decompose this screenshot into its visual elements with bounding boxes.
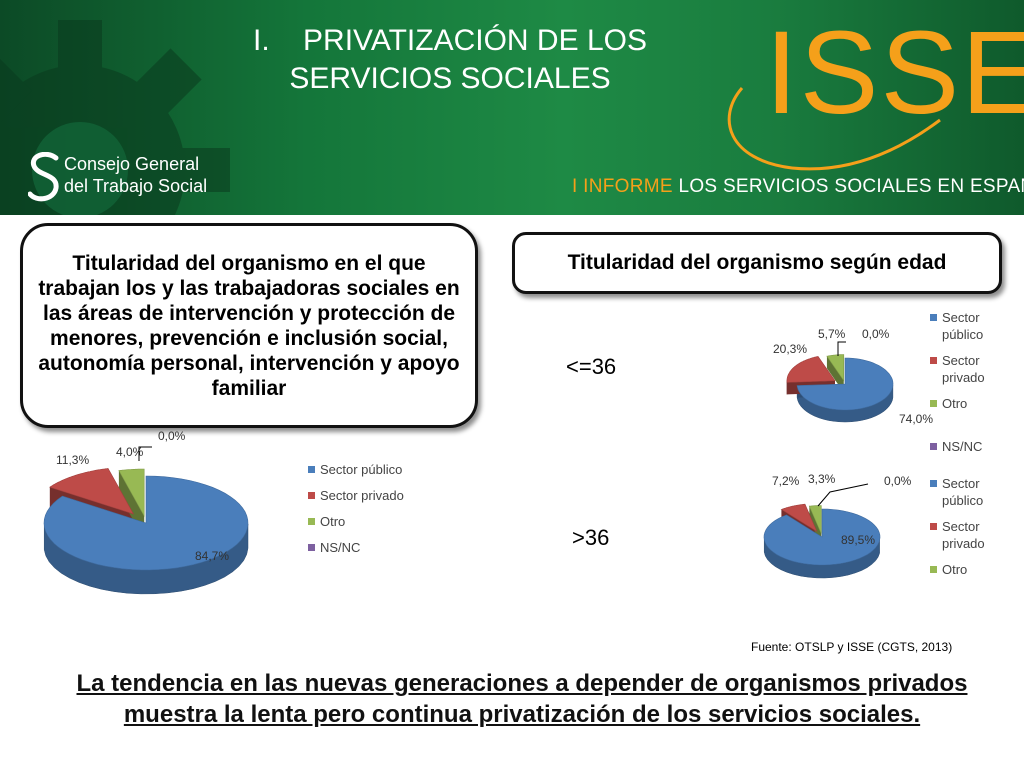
pie-1-leader-line	[138, 446, 152, 461]
legend-label-1: Sector público	[942, 310, 983, 342]
pie-3-data-label-2: 7,2%	[772, 474, 800, 488]
legend-label-3: Otro	[942, 396, 967, 411]
legend-label-1: Sector público	[942, 476, 983, 508]
legend-label-2: Sector privado	[320, 488, 404, 503]
slide-title: I. PRIVATIZACIÓN DE LOS SERVICIOS SOCIAL…	[210, 22, 690, 98]
pie-1-data-label-4: 0,0%	[158, 429, 186, 443]
pie-chart-3: 89,5% 7,2% 3,3% 0,0% Sector público Sector priv…	[763, 472, 985, 579]
cgts-s-icon	[28, 152, 59, 202]
pie-2-slice-3	[826, 354, 845, 382]
pie-3-legend: Sector público Sector privado Otro	[930, 476, 985, 577]
cgts-logo-line-1: Consejo General	[64, 154, 200, 174]
legend-swatch-4	[308, 544, 315, 551]
slide-title-line-2: SERVICIOS SOCIALES	[289, 62, 611, 95]
pie-2-tops	[786, 354, 894, 411]
pie-1-slice-3	[118, 468, 145, 518]
legend-swatch-4	[930, 443, 937, 450]
pie-3-slice-2	[780, 503, 818, 533]
pie-3-leader-line	[817, 483, 869, 507]
pie-2-data-label-1: 74,0%	[899, 412, 933, 426]
legend-label-1: Sector público	[320, 462, 402, 477]
legend-swatch-1	[930, 480, 937, 487]
pie-1-legend: Sector público Sector privado Otro NS/NC	[308, 462, 404, 555]
pie-chart-2: 74,0% 20,3% 5,7% 0,0% Sector público Sector pri…	[773, 310, 985, 454]
cgts-logo-line-2: del Trabajo Social	[64, 176, 208, 196]
isse-logo: ISSE	[765, 7, 1024, 139]
pie-3-slice-3	[808, 505, 822, 534]
pie-2-data-label-3: 5,7%	[818, 327, 846, 341]
pie-2-slice-2	[786, 356, 836, 383]
pie-1-data-label-3: 4,0%	[116, 445, 144, 459]
right-callout-text: Titularidad del organismo según edad	[567, 251, 947, 274]
legend-label-3: Otro	[942, 562, 967, 577]
source-note: Fuente: OTSLP y ISSE (CGTS, 2013)	[751, 640, 953, 654]
legend-swatch-2	[930, 357, 937, 364]
legend-swatch-2	[930, 523, 937, 530]
legend-label-3: Otro	[320, 514, 345, 529]
pie-3-tops	[763, 503, 881, 566]
pie-2-slice-1	[796, 357, 894, 411]
legend-swatch-3	[930, 566, 937, 573]
pie-3-slice-1	[763, 508, 881, 566]
pie-2-data-label-2: 20,3%	[773, 342, 807, 356]
left-callout-text: Titularidad del organismo en el que trab…	[38, 251, 460, 400]
legend-swatch-3	[308, 518, 315, 525]
pie-3-data-label-3: 3,3%	[808, 472, 836, 486]
pie-1-slice-2	[49, 468, 135, 515]
legend-label-4: NS/NC	[320, 540, 360, 555]
legend-label-2: Sector privado	[942, 519, 985, 551]
pie-2-data-label-4: 0,0%	[862, 327, 890, 341]
age-group-young-label: <=36	[566, 354, 617, 379]
left-callout-box: Titularidad del organismo en el que trab…	[20, 223, 478, 428]
pie-2-leader-line	[837, 341, 846, 356]
legend-swatch-1	[308, 466, 315, 473]
legend-swatch-3	[930, 400, 937, 407]
report-title: I INFORME LOS SERVICIOS SOCIALES EN ESPA…	[572, 176, 1024, 198]
pie-3-data-label-1: 89,5%	[841, 533, 875, 547]
legend-swatch-2	[308, 492, 315, 499]
isse-swoosh-icon	[727, 87, 941, 171]
pie-2-legend: Sector público Sector privado Otro NS/NC	[930, 310, 985, 454]
conclusion-text: La tendencia en las nuevas generaciones …	[76, 670, 968, 728]
pie-2-slice-cut-3-0	[826, 356, 844, 393]
legend-label-2: Sector privado	[942, 353, 985, 385]
cgts-logo: Consejo General del Trabajo Social	[28, 152, 258, 207]
pie-3-data-label-4: 0,0%	[884, 474, 912, 488]
age-group-old-label: >36	[572, 525, 610, 550]
pie-1-tops	[43, 468, 249, 571]
slide-title-line-1: I. PRIVATIZACIÓN DE LOS	[253, 24, 647, 57]
slide-header: I. PRIVATIZACIÓN DE LOS SERVICIOS SOCIAL…	[0, 0, 1024, 215]
pie-1-data-label-2: 11,3%	[56, 453, 89, 467]
legend-swatch-1	[930, 314, 937, 321]
legend-label-4: NS/NC	[942, 439, 982, 454]
right-callout-box: Titularidad del organismo según edad	[512, 232, 1002, 294]
report-title-prefix: I INFORME	[572, 176, 673, 197]
report-title-rest: LOS SERVICIOS SOCIALES EN ESPAÑA	[672, 176, 1024, 197]
pie-1-slice-1	[43, 475, 249, 571]
pie-1-data-label-1: 84,7%	[195, 549, 229, 563]
